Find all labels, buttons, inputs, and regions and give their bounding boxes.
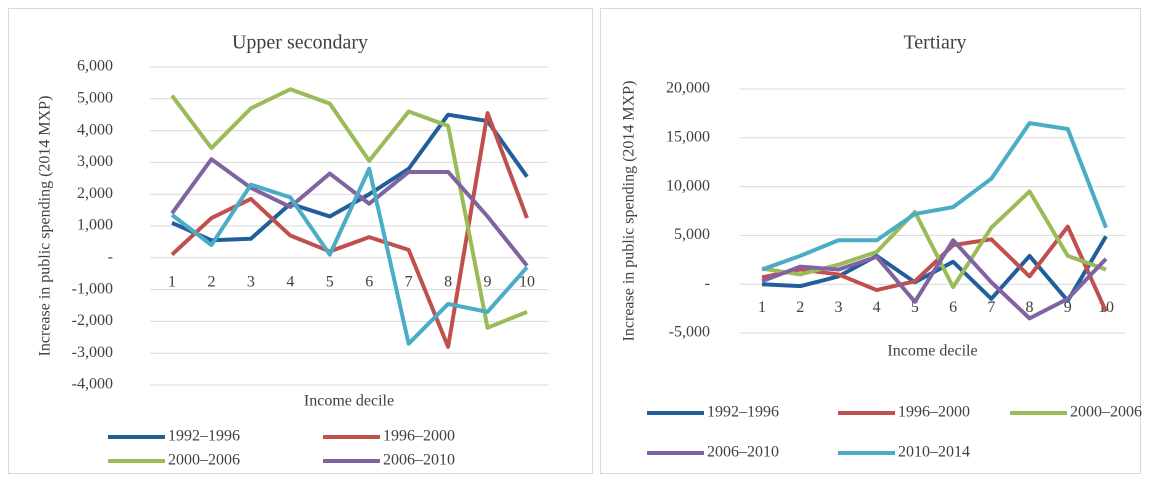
y-tick-label: 2,000 bbox=[77, 185, 113, 202]
legend-label: 1992–1996 bbox=[168, 428, 240, 445]
y-tick-label: -2,000 bbox=[72, 312, 113, 329]
y-tick-label: 3,000 bbox=[77, 153, 113, 170]
y-tick-label: 5,000 bbox=[674, 226, 710, 243]
y-tick-label: -4,000 bbox=[72, 376, 113, 393]
x-tick-label: 2 bbox=[796, 299, 804, 316]
x-tick-label: 4 bbox=[286, 273, 294, 290]
legend-label: 2006–2010 bbox=[383, 452, 455, 469]
x-tick-label: 5 bbox=[326, 273, 334, 290]
y-tick-label: 15,000 bbox=[666, 128, 710, 145]
series-line bbox=[761, 121, 1108, 272]
y-tick-label: 5,000 bbox=[77, 89, 113, 106]
legend-label: 1996–2000 bbox=[383, 428, 455, 445]
y-tick-label: 4,000 bbox=[77, 121, 113, 138]
series-line bbox=[761, 224, 1108, 313]
right-panel bbox=[600, 8, 1141, 474]
series-line bbox=[170, 111, 529, 349]
series-line bbox=[171, 112, 529, 243]
x-tick-label: 7 bbox=[405, 273, 413, 290]
series-line bbox=[761, 238, 1108, 321]
x-tick-label: 8 bbox=[1026, 299, 1034, 316]
series-line bbox=[170, 166, 529, 346]
x-tick-label: 1 bbox=[758, 299, 766, 316]
legend-label: 1996–2000 bbox=[898, 404, 970, 421]
x-tick-label: 6 bbox=[949, 299, 957, 316]
y-tick-label: 10,000 bbox=[666, 177, 710, 194]
y-axis-label: Increase in public spending (2014 MXP) bbox=[37, 96, 54, 357]
y-tick-label: 6,000 bbox=[77, 58, 113, 75]
x-tick-label: 1 bbox=[168, 273, 176, 290]
series-line bbox=[170, 157, 529, 267]
legend-label: 2000–2006 bbox=[1070, 404, 1142, 421]
x-tick-label: 9 bbox=[484, 273, 492, 290]
x-tick-label: 3 bbox=[834, 299, 842, 316]
chart-title: Tertiary bbox=[903, 32, 966, 54]
y-axis-label: Increase in public spending (2014 MXP) bbox=[621, 81, 638, 342]
y-tick-label: 1,000 bbox=[77, 217, 113, 234]
chart-title: Upper secondary bbox=[232, 32, 368, 54]
left-panel bbox=[8, 8, 593, 474]
legend-label: 2000–2006 bbox=[168, 452, 240, 469]
x-axis-label: Income decile bbox=[304, 393, 394, 410]
x-tick-label: 5 bbox=[911, 299, 919, 316]
y-tick-label: 20,000 bbox=[666, 80, 710, 97]
series-line bbox=[170, 87, 528, 330]
y-tick-label: -1,000 bbox=[72, 280, 113, 297]
x-tick-label: 8 bbox=[444, 273, 452, 290]
legend-label: 1992–1996 bbox=[707, 404, 779, 421]
x-tick-label: 6 bbox=[365, 273, 373, 290]
legend-label: 2006–2010 bbox=[707, 444, 779, 461]
x-tick-label: 9 bbox=[1064, 299, 1072, 316]
y-tick-label: -3,000 bbox=[72, 344, 113, 361]
y-tick-label: - bbox=[108, 248, 113, 265]
y-tick-label: -5,000 bbox=[669, 324, 710, 341]
y-tick-label: - bbox=[705, 275, 710, 292]
x-tick-label: 7 bbox=[987, 299, 995, 316]
x-tick-label: 10 bbox=[519, 273, 535, 290]
legend-label: 2010–2014 bbox=[898, 444, 970, 461]
x-tick-label: 3 bbox=[247, 273, 255, 290]
x-tick-label: 4 bbox=[873, 299, 881, 316]
x-tick-label: 2 bbox=[207, 273, 215, 290]
x-axis-label: Income decile bbox=[887, 343, 977, 360]
